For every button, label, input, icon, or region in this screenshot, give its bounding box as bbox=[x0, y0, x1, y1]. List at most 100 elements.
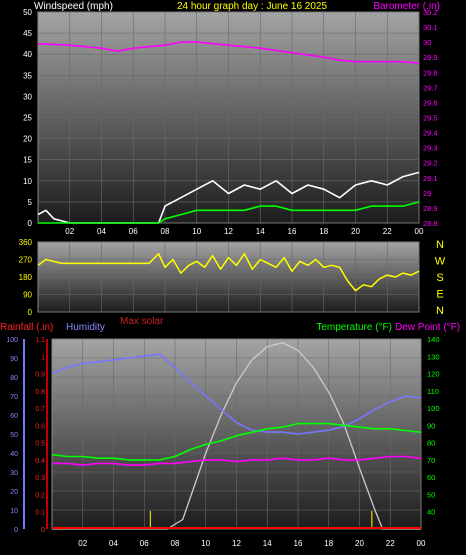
barometer-tick-label: 29.8 bbox=[423, 68, 438, 77]
humidity-tick-label: 50 bbox=[10, 432, 18, 439]
windspeed-tick-label: 40 bbox=[23, 50, 32, 59]
barometer-tick-label: 28.8 bbox=[423, 219, 438, 228]
x-tick-label: 20 bbox=[351, 227, 360, 236]
rainfall-tick-label: 0.1 bbox=[35, 510, 45, 517]
humidity-tick-label: 70 bbox=[10, 394, 18, 401]
x-tick-label: 16 bbox=[288, 227, 297, 236]
temperature-axis-title: Temperature (°F) bbox=[316, 322, 392, 333]
rainfall-tick-label: 0.9 bbox=[35, 372, 45, 379]
barometer-tick-label: 30.1 bbox=[423, 23, 438, 32]
humidity-tick-label: 100 bbox=[6, 337, 18, 344]
barometer-tick-label: 29.1 bbox=[423, 174, 438, 183]
x-tick-label: 04 bbox=[109, 539, 118, 548]
x-tick-label: 08 bbox=[171, 539, 180, 548]
temperature-tick-label: 60 bbox=[427, 473, 435, 482]
x-tick-label: 18 bbox=[319, 227, 328, 236]
temperature-tick-label: 70 bbox=[427, 456, 435, 465]
barometer-tick-label: 29.7 bbox=[423, 83, 438, 92]
humidity-tick-label: 30 bbox=[10, 470, 18, 477]
barometer-tick-label: 29.4 bbox=[423, 129, 438, 138]
x-tick-label: 06 bbox=[129, 227, 138, 236]
humidity-axis-title: Humidity bbox=[66, 322, 105, 333]
windspeed-tick-label: 45 bbox=[23, 29, 32, 38]
windspeed-tick-label: 10 bbox=[23, 177, 32, 186]
x-tick-label: 04 bbox=[97, 227, 106, 236]
x-tick-label: 08 bbox=[161, 227, 170, 236]
temperature-tick-label: 130 bbox=[427, 352, 440, 361]
barometer-tick-label: 29 bbox=[423, 189, 431, 198]
x-tick-label: 10 bbox=[192, 227, 201, 236]
compass-label: N bbox=[436, 239, 444, 251]
rainfall-tick-label: 0.3 bbox=[35, 475, 45, 482]
barometer-axis-title: Barometer (.in) bbox=[373, 1, 440, 12]
rainfall-tick-label: 0.5 bbox=[35, 441, 45, 448]
temperature-tick-label: 140 bbox=[427, 335, 440, 344]
series-line-dewpoint bbox=[52, 455, 422, 466]
rainfall-tick-label: 0.6 bbox=[35, 423, 45, 430]
humidity-tick-label: 0 bbox=[14, 527, 18, 534]
rainfall-tick-label: 0.8 bbox=[35, 389, 45, 396]
series-line-barometer bbox=[37, 41, 420, 64]
series-line-wind-average bbox=[38, 201, 420, 224]
x-tick-label: 20 bbox=[355, 539, 364, 548]
compass-label: S bbox=[436, 272, 443, 284]
humidity-tick-label: 80 bbox=[10, 375, 18, 382]
rainfall-tick-label: 0.7 bbox=[35, 406, 45, 413]
windspeed-tick-label: 35 bbox=[23, 71, 32, 80]
humidity-tick-label: 90 bbox=[10, 356, 18, 363]
x-tick-label: 18 bbox=[324, 539, 333, 548]
humidity-tick-label: 40 bbox=[10, 451, 18, 458]
series-line-humidity bbox=[51, 353, 422, 435]
humidity-tick-label: 20 bbox=[10, 489, 18, 496]
rainfall-tick-label: 0.2 bbox=[35, 492, 45, 499]
windspeed-tick-label: 0 bbox=[28, 219, 33, 228]
temperature-tick-label: 100 bbox=[427, 404, 440, 413]
direction-tick-label: 90 bbox=[23, 291, 32, 300]
rainfall-tick-label: 0 bbox=[41, 527, 45, 534]
barometer-tick-label: 29.9 bbox=[423, 53, 438, 62]
windspeed-tick-label: 15 bbox=[23, 156, 32, 165]
compass-label: E bbox=[436, 289, 443, 301]
x-tick-label: 02 bbox=[78, 539, 87, 548]
windspeed-tick-label: 50 bbox=[23, 8, 32, 17]
x-tick-label: 22 bbox=[386, 539, 395, 548]
barometer-tick-label: 30 bbox=[423, 38, 431, 47]
x-tick-label: 10 bbox=[201, 539, 210, 548]
rainfall-axis-title: Rainfall (.in) bbox=[0, 322, 53, 333]
humidity-tick-label: 10 bbox=[10, 508, 18, 515]
barometer-tick-label: 29.2 bbox=[423, 159, 438, 168]
windspeed-axis-title: Windspeed (mph) bbox=[34, 1, 113, 12]
temperature-tick-label: 110 bbox=[427, 387, 439, 396]
windspeed-tick-label: 5 bbox=[28, 198, 33, 207]
direction-tick-label: 180 bbox=[19, 273, 33, 282]
humidity-tick-label: 60 bbox=[10, 413, 18, 420]
temperature-tick-label: 50 bbox=[427, 490, 435, 499]
chart-title: 24 hour graph day : June 16 2025 bbox=[177, 1, 328, 12]
x-tick-label: 14 bbox=[256, 227, 265, 236]
temperature-tick-label: 80 bbox=[427, 439, 435, 448]
direction-tick-label: 270 bbox=[19, 256, 33, 265]
barometer-tick-label: 30.2 bbox=[423, 8, 438, 17]
series-line-wind-direction bbox=[37, 252, 420, 292]
x-tick-label: 00 bbox=[415, 227, 424, 236]
temperature-tick-label: 40 bbox=[427, 508, 435, 517]
barometer-tick-label: 29.5 bbox=[423, 114, 438, 123]
x-tick-label: 06 bbox=[140, 539, 149, 548]
x-tick-label: 22 bbox=[383, 227, 392, 236]
x-tick-label: 12 bbox=[232, 539, 241, 548]
temperature-tick-label: 90 bbox=[427, 421, 435, 430]
x-tick-label: 12 bbox=[224, 227, 233, 236]
series-line-temperature bbox=[51, 422, 422, 461]
dewpoint-axis-title: Dew Point (°F) bbox=[395, 322, 460, 333]
rainfall-tick-label: 1.1 bbox=[35, 337, 45, 344]
direction-tick-label: 0 bbox=[28, 308, 33, 317]
rainfall-tick-label: 1 bbox=[41, 354, 45, 361]
windspeed-tick-label: 20 bbox=[23, 135, 32, 144]
barometer-tick-label: 28.9 bbox=[423, 204, 438, 213]
x-tick-label: 02 bbox=[65, 227, 74, 236]
compass-label: N bbox=[436, 305, 444, 317]
x-tick-label: 00 bbox=[417, 539, 426, 548]
compass-label: W bbox=[435, 256, 446, 268]
